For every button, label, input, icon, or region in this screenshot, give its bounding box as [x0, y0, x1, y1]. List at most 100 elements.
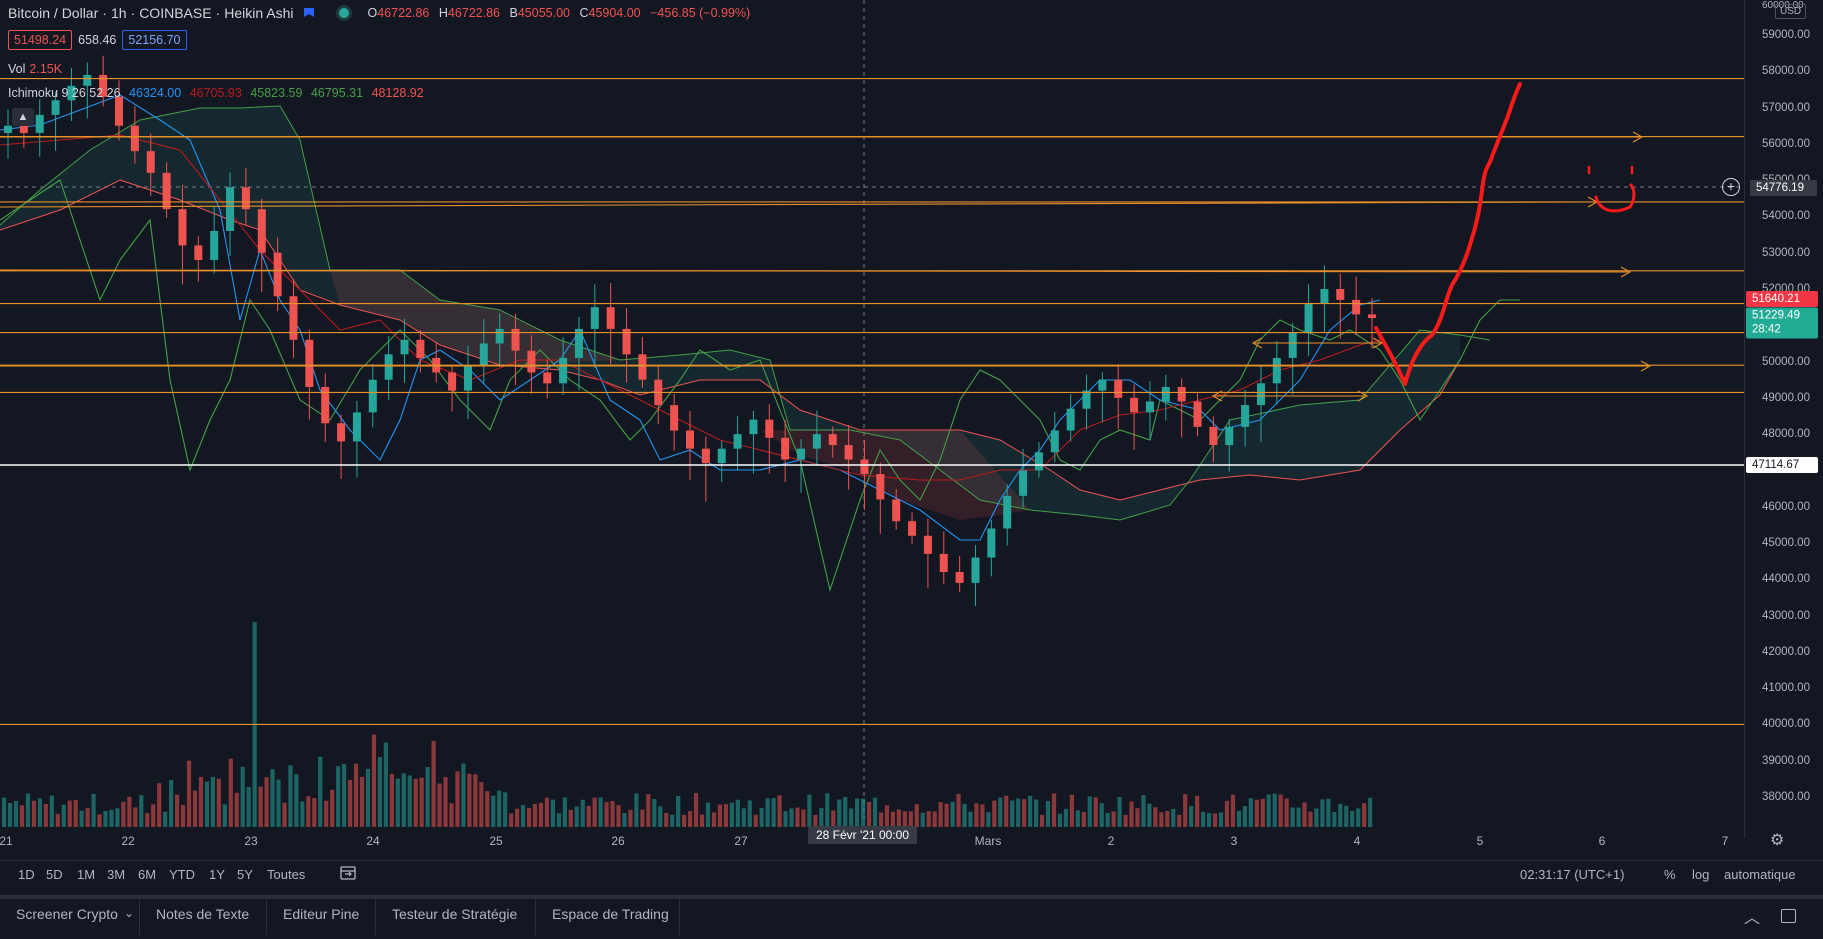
percent-toggle[interactable]: % — [1664, 867, 1676, 882]
volume-bar — [747, 800, 752, 827]
tab-pine-editor[interactable]: Editeur Pine — [283, 906, 360, 922]
exchange: COINBASE — [139, 5, 212, 21]
tab-screener-crypto[interactable]: Screener Crypto — [16, 906, 118, 922]
time-tick: 2 — [1107, 834, 1115, 848]
candle-body — [146, 151, 155, 173]
log-toggle[interactable]: log — [1692, 867, 1710, 882]
buy-price-button[interactable]: 52156.70 — [122, 30, 187, 50]
range-ytd[interactable]: YTD — [169, 867, 195, 882]
volume-bar — [634, 793, 639, 827]
date-range-icon[interactable] — [340, 866, 356, 880]
spread-value: 658.46 — [78, 33, 117, 47]
range-6m[interactable]: 6M — [138, 867, 157, 882]
candle-body — [416, 339, 425, 358]
range-5d[interactable]: 5D — [46, 867, 63, 882]
volume-bar — [139, 795, 144, 827]
volume-bar — [658, 806, 663, 827]
price-chart[interactable] — [0, 0, 1744, 838]
range-5y[interactable]: 5Y — [237, 867, 253, 882]
volume-bar — [395, 778, 400, 827]
volume-bar — [813, 814, 818, 827]
candle-body — [115, 96, 124, 126]
volume-bar — [538, 802, 544, 827]
volume-bar — [568, 809, 573, 827]
gear-icon[interactable]: ⚙ — [1770, 832, 1785, 849]
candle-body — [844, 445, 853, 460]
interval[interactable]: 1h — [110, 5, 127, 21]
candle-body — [1352, 299, 1361, 315]
projection-arrows[interactable] — [0, 131, 1652, 402]
volume-bar — [526, 807, 532, 827]
range-1d[interactable]: 1D — [18, 867, 35, 882]
candle-body — [1003, 495, 1012, 529]
candle-body — [908, 521, 917, 536]
candle-body — [194, 245, 203, 260]
volume-bar — [610, 801, 615, 827]
volume-bar — [109, 809, 114, 827]
collapse-legend-icon[interactable]: ▲ — [12, 108, 34, 126]
chart-type[interactable]: Heikin Ashi — [224, 5, 294, 21]
tab-strategy-tester[interactable]: Testeur de Stratégie — [392, 906, 518, 922]
auto-scale-toggle[interactable]: automatique — [1724, 867, 1796, 882]
price-tick: 58000.00 — [1762, 65, 1810, 78]
volume-bar — [872, 797, 878, 827]
candle-body — [1034, 452, 1043, 471]
volume-bar — [61, 804, 66, 827]
volume-bar — [1254, 799, 1259, 827]
volume-value: 2.15K — [29, 62, 63, 76]
volume-bar — [19, 805, 25, 827]
candle-body — [1050, 430, 1059, 453]
ichimoku-legend[interactable]: Ichimoku 9 26 52 26 46324.00 46705.93 45… — [8, 86, 429, 100]
flag-icon[interactable] — [303, 7, 315, 19]
range-all[interactable]: Toutes — [267, 867, 306, 882]
chevron-down-icon[interactable]: ⌄ — [124, 906, 135, 920]
sell-price-button[interactable]: 51498.24 — [8, 30, 73, 50]
volume-bar — [843, 797, 848, 827]
open-key: O — [367, 6, 378, 20]
symbol-legend[interactable]: Bitcoin / Dollar · 1h · COINBASE · Heiki… — [8, 5, 756, 21]
volume-bar — [1171, 809, 1176, 827]
candle-body — [4, 125, 12, 133]
price-axis[interactable] — [1744, 0, 1823, 838]
symbol-name[interactable]: Bitcoin / Dollar — [8, 5, 99, 21]
tab-notes[interactable]: Notes de Texte — [156, 906, 250, 922]
range-3m[interactable]: 3M — [107, 867, 126, 882]
price-tick: 50000.00 — [1762, 355, 1810, 368]
range-1m[interactable]: 1M — [77, 867, 96, 882]
market-status-icon[interactable] — [339, 8, 350, 18]
volume-bar — [157, 783, 162, 827]
volume-bar — [216, 778, 221, 827]
clock-timezone[interactable]: 02:31:17 (UTC+1) — [1520, 867, 1625, 882]
time-tick: 23 — [244, 834, 258, 848]
volume-bar — [688, 810, 693, 827]
hand-drawn-annotation[interactable] — [1374, 82, 1636, 386]
maximize-icon[interactable] — [1781, 909, 1796, 923]
volume-bar — [592, 797, 597, 827]
volume-bar — [1189, 806, 1194, 827]
volume-bar — [831, 810, 836, 827]
volume-bar — [186, 760, 192, 827]
countdown-value: 28:42 — [1752, 323, 1781, 336]
tab-trading-panel[interactable]: Espace de Trading — [552, 906, 669, 922]
add-alert-icon[interactable]: + — [1722, 178, 1740, 196]
candle-body — [35, 114, 44, 133]
time-tick: 3 — [1230, 834, 1238, 848]
volume-bar — [419, 777, 424, 827]
volume-legend[interactable]: Vol 2.15K — [8, 62, 62, 76]
range-1y[interactable]: 1Y — [209, 867, 225, 882]
chevron-up-icon[interactable]: ︿ — [1744, 910, 1761, 927]
high-value: 46722.86 — [447, 6, 501, 20]
ichimoku-cloud — [0, 105, 1491, 521]
volume-bar — [1278, 794, 1283, 827]
volume-bar — [735, 799, 740, 827]
candle-body — [939, 553, 948, 573]
volume-bar — [198, 776, 204, 827]
volume-bar — [228, 758, 233, 827]
chart-area[interactable]: Bitcoin / Dollar · 1h · COINBASE · Heiki… — [0, 0, 1744, 838]
volume-bar — [556, 813, 561, 827]
price-tick: 43000.00 — [1762, 609, 1810, 622]
volume-bar — [682, 814, 687, 827]
low-key: B — [509, 6, 518, 20]
currency-badge[interactable]: USD — [1775, 4, 1807, 19]
volume-bar — [622, 813, 627, 827]
